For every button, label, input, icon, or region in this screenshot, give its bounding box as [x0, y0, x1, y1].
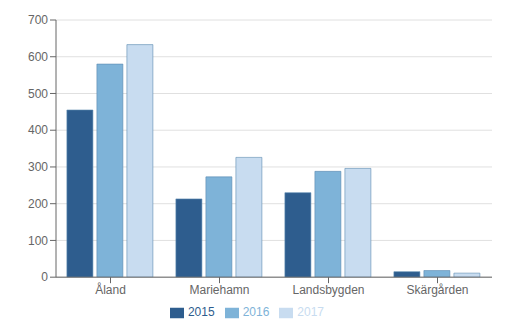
html-text:2016: 2016 [242, 305, 270, 320]
svg-text:500: 500 [28, 87, 48, 101]
html-text:2015: 2015 [187, 305, 215, 320]
svg-text:0: 0 [41, 270, 48, 284]
svg-text:400: 400 [28, 123, 48, 137]
svg-text:Skärgården: Skärgården [406, 283, 468, 297]
svg-text:600: 600 [28, 50, 48, 64]
svg-text:Åland: Åland [95, 282, 126, 297]
html-text:2017: 2017 [297, 305, 324, 320]
svg-text:300: 300 [28, 160, 48, 174]
svg-text:Landsbygden: Landsbygden [292, 283, 364, 297]
svg-text:700: 700 [28, 13, 48, 27]
svg-text:100: 100 [28, 234, 48, 248]
svg-text:200: 200 [28, 197, 48, 211]
svg-text:Mariehamn: Mariehamn [189, 283, 249, 297]
